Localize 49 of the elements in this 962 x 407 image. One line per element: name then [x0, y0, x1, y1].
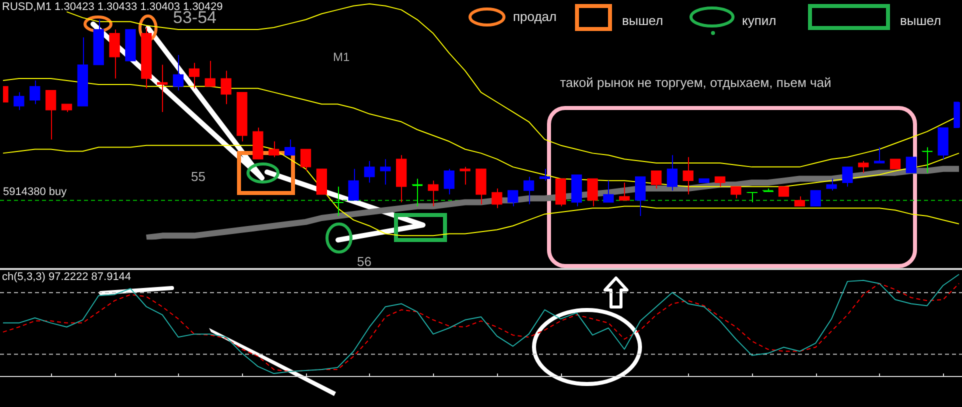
- candlestick: [45, 90, 56, 140]
- candlestick: [492, 188, 502, 209]
- candlestick: [619, 182, 630, 201]
- annotation: продал: [513, 9, 557, 24]
- candlestick: [539, 168, 550, 182]
- candlestick: [172, 54, 184, 91]
- annotation: такой рынок не торгуем, отдыхаем, пьем чай: [560, 75, 832, 90]
- candlestick: [778, 186, 790, 197]
- candlestick: [380, 158, 391, 186]
- candlestick: [508, 190, 518, 207]
- candlestick: [188, 62, 200, 89]
- annotation: вышел: [622, 13, 664, 28]
- candlestick: [666, 154, 678, 191]
- candlestick: [348, 168, 359, 201]
- candlestick: [460, 166, 470, 186]
- candlestick: [30, 80, 40, 105]
- candlestick: [428, 180, 439, 207]
- candlestick: [906, 156, 917, 174]
- text: 56: [357, 254, 372, 269]
- annotation: 55: [191, 169, 206, 184]
- candlestick: [890, 158, 901, 170]
- candlestick: [650, 170, 662, 190]
- candlestick: [603, 180, 614, 203]
- candlestick: [826, 178, 837, 191]
- candlestick: [682, 156, 694, 195]
- candlestick: [444, 168, 454, 195]
- candlestick: [810, 190, 821, 207]
- candlestick: [523, 176, 534, 205]
- candlestick: [587, 178, 598, 207]
- candlestick: [157, 64, 168, 112]
- annotation: M1: [333, 50, 350, 64]
- annotation: купил: [742, 13, 776, 28]
- candlestick: [714, 176, 726, 188]
- candlestick: [794, 196, 805, 207]
- candlestick: [874, 146, 885, 164]
- candlestick: [858, 160, 869, 174]
- candlestick: [14, 92, 24, 110]
- candlestick: [300, 148, 312, 172]
- candlestick: [268, 140, 280, 158]
- candlestick: [220, 70, 232, 105]
- candlestick: [364, 160, 375, 184]
- candlestick: [284, 138, 296, 156]
- candlestick: [204, 60, 216, 87]
- candlestick: [730, 186, 742, 199]
- chart-title: ch(5,3,3) 97.2222 87.9144: [2, 271, 132, 283]
- annotation: вышел: [900, 13, 942, 28]
- candlestick: [762, 188, 774, 192]
- ref-line-label: 5914380 buy: [3, 186, 68, 198]
- candlestick: [842, 166, 853, 188]
